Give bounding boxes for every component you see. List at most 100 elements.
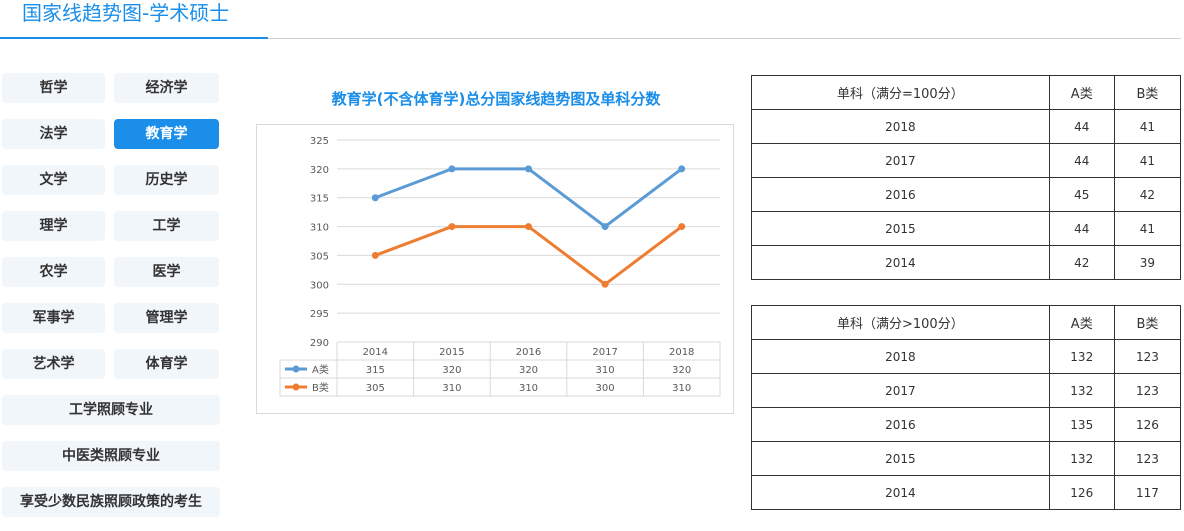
category-button-philosophy[interactable]: 哲学 <box>2 73 105 103</box>
legend-marker-icon <box>292 365 300 373</box>
a-score-cell: 45 <box>1048 177 1115 212</box>
year-cell: 2015 <box>751 441 1050 476</box>
y-tick-label: 305 <box>310 251 329 262</box>
trend-chart: 325 320 315 310 305 300 295 290 2014 2015 2016 2017… <box>256 124 734 414</box>
data-table-value: 310 <box>519 383 538 394</box>
category-button-art[interactable]: 艺术学 <box>2 349 105 379</box>
year-cell: 2016 <box>751 177 1050 212</box>
x-tick-label: 2016 <box>516 347 541 358</box>
a-score-cell: 132 <box>1048 339 1115 374</box>
table-header-row: 单科（满分=100分） A类 B类 <box>751 75 1182 110</box>
category-button-engineering[interactable]: 工学 <box>114 211 219 241</box>
category-button-medicine[interactable]: 医学 <box>114 257 219 287</box>
b-score-cell: 41 <box>1113 211 1182 246</box>
year-cell: 2018 <box>751 109 1050 144</box>
table-row: 2014 42 39 <box>751 245 1182 280</box>
y-tick-label: 295 <box>310 309 329 320</box>
b-score-cell: 123 <box>1113 339 1182 374</box>
year-cell: 2016 <box>751 407 1050 442</box>
year-cell: 2018 <box>751 339 1050 374</box>
legend-label: A类 <box>312 363 329 376</box>
b-score-cell: 39 <box>1113 245 1182 280</box>
b-score-cell: 123 <box>1113 441 1182 476</box>
y-tick-label: 320 <box>310 165 329 176</box>
category-button-education[interactable]: 教育学 <box>114 119 219 149</box>
title-underline <box>0 37 268 39</box>
table-header-a: A类 <box>1048 305 1115 340</box>
page-title: 国家线趋势图-学术硕士 <box>22 1 230 25</box>
table-row: 2016 135 126 <box>751 407 1182 442</box>
data-point <box>371 251 379 259</box>
chart-title: 教育学(不含体育学)总分国家线趋势图及单科分数 <box>331 90 661 108</box>
table-row: 2014 126 117 <box>751 475 1182 510</box>
single-subject-table-100: 单科（满分=100分） A类 B类 2018 44 41 2017 44 41 … <box>751 75 1182 280</box>
category-button-military[interactable]: 军事学 <box>2 303 105 333</box>
category-button-sports[interactable]: 体育学 <box>114 349 219 379</box>
a-score-cell: 126 <box>1048 475 1115 510</box>
data-point <box>601 280 609 288</box>
data-table-value: 320 <box>672 365 691 376</box>
x-tick-label: 2014 <box>363 347 388 358</box>
title-divider <box>268 38 1181 39</box>
data-table-value: 310 <box>672 383 691 394</box>
table-header-subject: 单科（满分>100分） <box>751 305 1050 340</box>
y-tick-label: 325 <box>310 136 329 147</box>
b-score-cell: 41 <box>1113 109 1182 144</box>
data-point <box>371 194 379 202</box>
y-tick-label: 300 <box>310 280 329 291</box>
table-header-row: 单科（满分>100分） A类 B类 <box>751 305 1182 340</box>
table-row: 2017 44 41 <box>751 143 1182 178</box>
data-point <box>525 165 532 173</box>
x-tick-label: 2017 <box>592 347 617 358</box>
single-subject-table-over-100: 单科（满分>100分） A类 B类 2018 132 123 2017 132 … <box>751 305 1182 510</box>
category-button-literature[interactable]: 文学 <box>2 165 105 195</box>
category-button-tcm-special[interactable]: 中医类照顾专业 <box>2 441 220 471</box>
table-row: 2016 45 42 <box>751 177 1182 212</box>
table-header-a: A类 <box>1048 75 1115 110</box>
year-cell: 2017 <box>751 143 1050 178</box>
a-score-cell: 44 <box>1048 211 1115 246</box>
data-table-value: 320 <box>442 365 461 376</box>
y-tick-label: 290 <box>310 338 329 349</box>
data-point <box>678 223 686 231</box>
table-header-b: B类 <box>1113 75 1182 110</box>
category-button-science[interactable]: 理学 <box>2 211 105 241</box>
legend-marker-icon <box>292 383 300 391</box>
data-point <box>678 165 686 173</box>
category-button-history[interactable]: 历史学 <box>114 165 219 195</box>
data-point <box>448 165 456 173</box>
category-button-management[interactable]: 管理学 <box>114 303 219 333</box>
category-button-economics[interactable]: 经济学 <box>114 73 219 103</box>
year-cell: 2014 <box>751 475 1050 510</box>
category-button-agriculture[interactable]: 农学 <box>2 257 105 287</box>
b-score-cell: 123 <box>1113 373 1182 408</box>
y-tick-label: 310 <box>310 223 329 234</box>
category-button-minority-policy[interactable]: 享受少数民族照顾政策的考生 <box>2 487 220 517</box>
table-row: 2018 44 41 <box>751 109 1182 144</box>
table-row: 2018 132 123 <box>751 339 1182 374</box>
year-cell: 2017 <box>751 373 1050 408</box>
a-score-cell: 132 <box>1048 441 1115 476</box>
x-tick-label: 2015 <box>439 347 464 358</box>
table-header-subject: 单科（满分=100分） <box>751 75 1050 110</box>
data-table-value: 310 <box>596 365 615 376</box>
a-score-cell: 44 <box>1048 143 1115 178</box>
table-row: 2017 132 123 <box>751 373 1182 408</box>
a-score-cell: 135 <box>1048 407 1115 442</box>
data-point <box>601 223 609 231</box>
category-button-law[interactable]: 法学 <box>2 119 105 149</box>
y-tick-label: 315 <box>310 194 329 205</box>
x-tick-label: 2018 <box>669 347 694 358</box>
legend-label: B类 <box>312 381 329 394</box>
data-point <box>525 223 532 231</box>
year-cell: 2014 <box>751 245 1050 280</box>
b-score-cell: 126 <box>1113 407 1182 442</box>
data-table-value: 305 <box>366 383 385 394</box>
table-row: 2015 44 41 <box>751 211 1182 246</box>
category-button-engineering-special[interactable]: 工学照顾专业 <box>2 395 220 425</box>
table-row: 2015 132 123 <box>751 441 1182 476</box>
data-table-value: 310 <box>442 383 461 394</box>
a-score-cell: 132 <box>1048 373 1115 408</box>
b-score-cell: 41 <box>1113 143 1182 178</box>
data-table-value: 315 <box>366 365 385 376</box>
